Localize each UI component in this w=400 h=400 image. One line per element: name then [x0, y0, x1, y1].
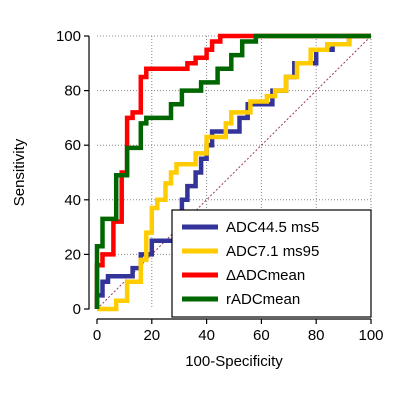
y-tick-label: 0	[73, 301, 81, 318]
y-tick-label: 100	[56, 28, 81, 45]
series-line-2	[97, 33, 371, 312]
legend-label-4: rADCmean	[226, 291, 300, 308]
series-line-1	[94, 33, 371, 309]
legend-label-3: ΔADCmean	[226, 267, 305, 284]
legend: ADC44.5 ms5 ADC7.1 ms95 ΔADCmean rADCmean	[171, 209, 372, 318]
series-line-3	[94, 33, 371, 309]
x-tick-label: 100	[358, 327, 383, 344]
x-tick-label: 0	[93, 327, 101, 344]
series-line-4	[94, 33, 371, 309]
y-axis-title: Sensitivity	[11, 138, 28, 206]
x-tick-label: 20	[143, 327, 160, 344]
x-tick-label: 80	[308, 327, 325, 344]
y-tick-label: 60	[64, 137, 81, 154]
x-axis-title: 100-Specificity	[185, 353, 283, 370]
x-tick-label: 60	[253, 327, 270, 344]
y-tick-label: 80	[64, 83, 81, 100]
legend-label-1: ADC44.5 ms5	[226, 219, 319, 236]
axes: 0 20 40 60 80 100 0 20 40 60 80 100	[56, 28, 384, 344]
legend-label-2: ADC7.1 ms95	[226, 243, 319, 260]
series-lines	[94, 33, 371, 312]
x-tick-label: 40	[198, 327, 215, 344]
y-tick-label: 20	[64, 246, 81, 263]
y-tick-label: 40	[64, 192, 81, 209]
